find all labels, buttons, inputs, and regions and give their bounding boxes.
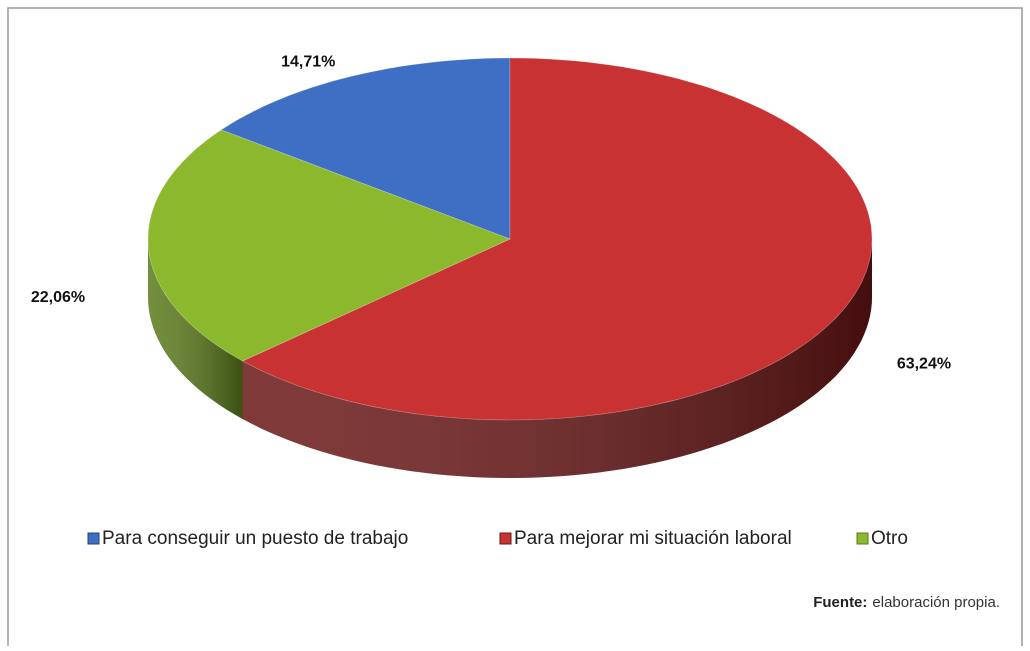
chart-frame	[7, 7, 1023, 646]
legend-swatch	[856, 532, 869, 545]
data-label: 63,24%	[897, 356, 951, 373]
legend-label: Para conseguir un puesto de trabajo	[102, 528, 408, 549]
pie	[147, 57, 873, 478]
legend-label: Otro	[871, 528, 908, 549]
slice-side-shade	[148, 239, 243, 419]
data-label: 14,71%	[281, 54, 335, 71]
slice-side-shade	[242, 239, 872, 478]
slice	[147, 129, 512, 362]
legend-swatch	[499, 532, 512, 545]
data-labels: 14,71% 63,24% 22,06%	[31, 54, 951, 373]
slice	[241, 57, 873, 421]
data-label: 22,06%	[31, 289, 85, 306]
legend-label: Para mejorar mi situación laboral	[514, 528, 792, 549]
source-label: Fuente:	[813, 594, 867, 611]
slice	[220, 57, 511, 240]
source-text: elaboración propia.	[872, 594, 1000, 611]
legend: Para conseguir un puesto de trabajo Para …	[87, 528, 908, 549]
source: Fuente: elaboración propia.	[813, 594, 1000, 611]
legend-swatch	[87, 532, 100, 545]
